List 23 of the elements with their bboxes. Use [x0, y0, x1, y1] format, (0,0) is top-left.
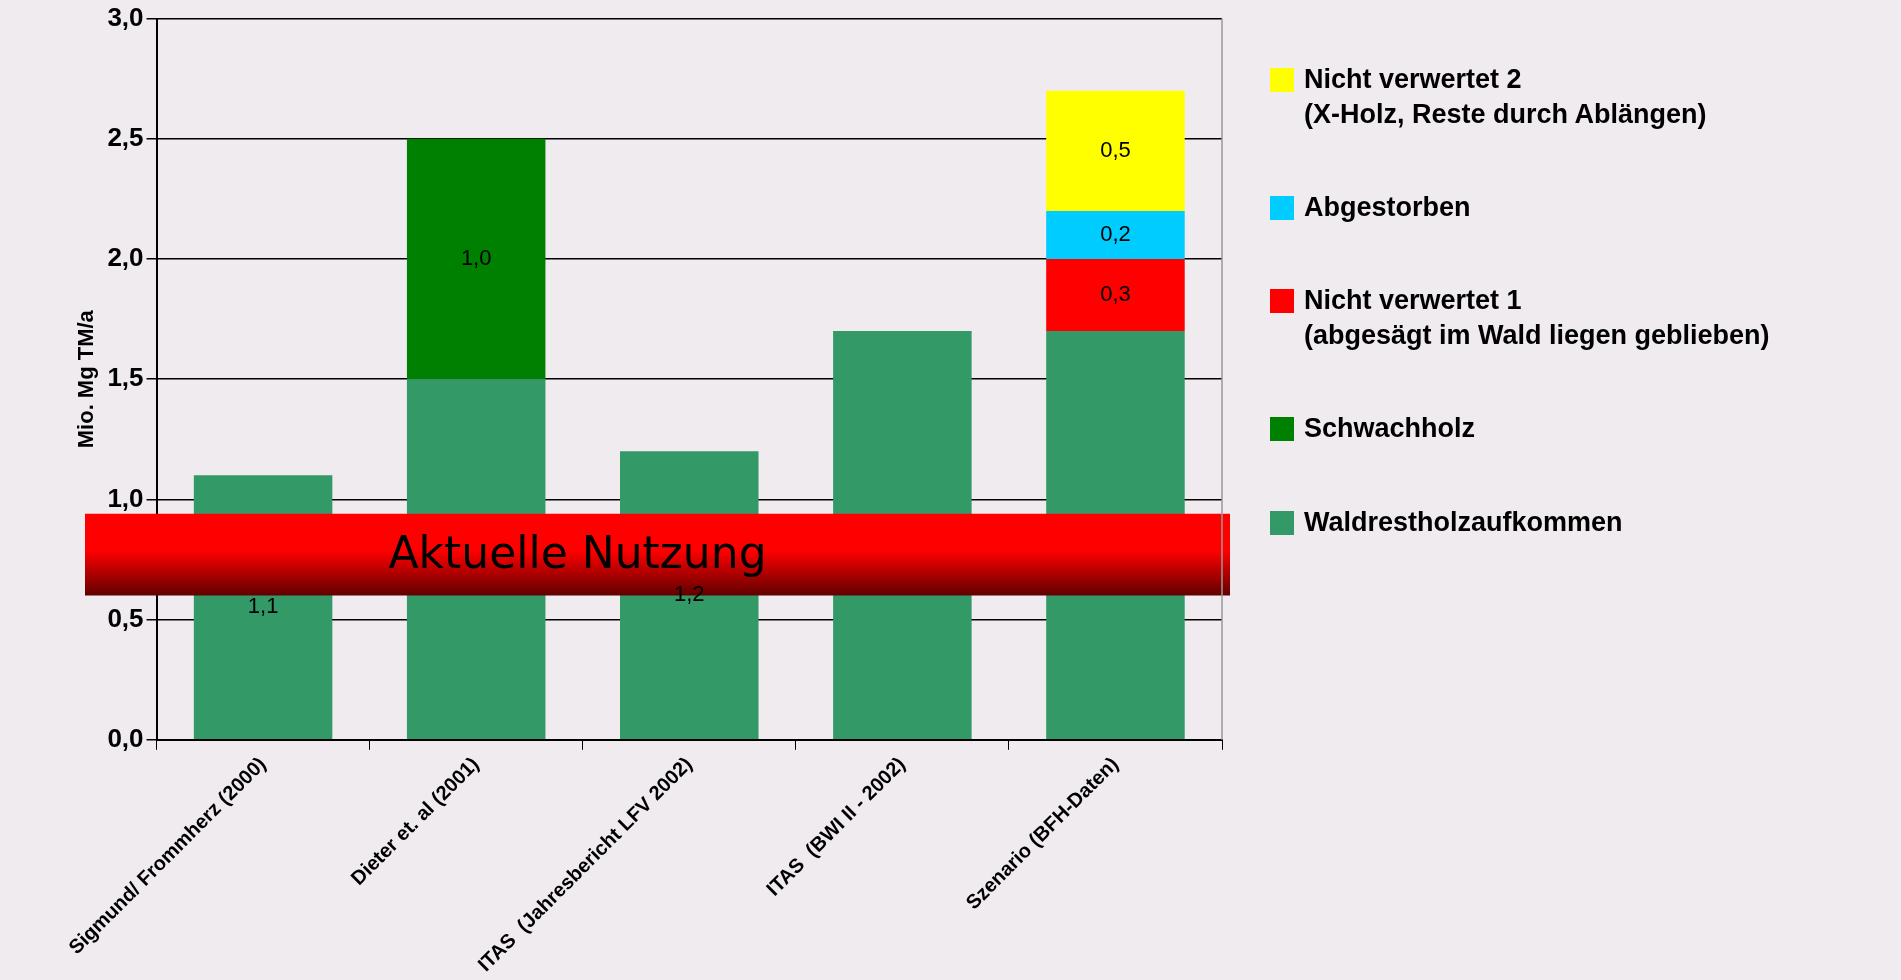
data-label: 0,3 — [1100, 281, 1131, 307]
y-axis-title: Mio. Mg TM/a — [73, 309, 99, 449]
legend-label: Schwachholz — [1304, 412, 1476, 446]
bar — [1046, 210, 1185, 259]
bar — [1046, 259, 1185, 332]
data-label: 0,5 — [1100, 136, 1131, 162]
legend-label: Waldrestholzaufkommen — [1304, 505, 1623, 539]
data-label: 0,2 — [1100, 221, 1131, 247]
bar — [1046, 90, 1185, 211]
legend-label: Nicht verwertet 2 (X-Holz, Reste durch Ablängen) — [1304, 63, 1707, 132]
y-tick-label: 0,5 — [107, 602, 144, 633]
legend-label: Abgestorben — [1304, 191, 1471, 225]
y-tick-label: 1,0 — [107, 482, 144, 513]
data-label: 1,1 — [247, 593, 279, 619]
data-label: 1,0 — [460, 245, 492, 271]
y-tick-label: 2,5 — [107, 121, 144, 152]
bar — [406, 138, 546, 380]
band-label: Aktuelle Nutzung — [388, 527, 767, 579]
y-tick-label: 3,0 — [107, 1, 144, 32]
y-tick-label: 1,5 — [107, 362, 144, 393]
y-tick-label: 2,0 — [107, 242, 144, 273]
legend-label: Nicht verwertet 1 (abgesägt im Wald liegen geblieben) — [1304, 284, 1770, 353]
y-tick-label: 0,0 — [107, 722, 144, 753]
